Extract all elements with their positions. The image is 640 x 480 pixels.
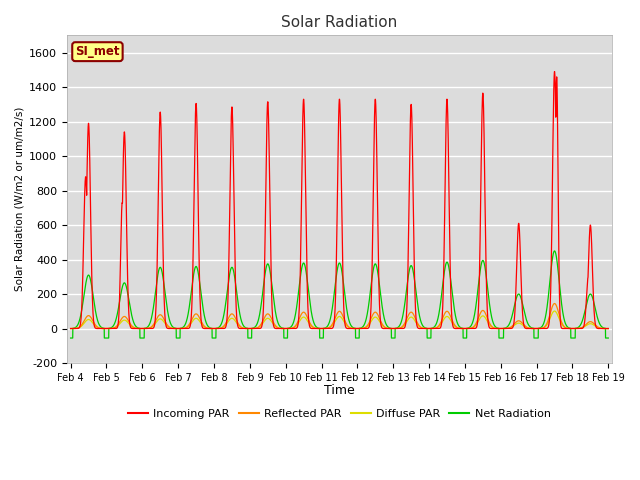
Incoming PAR xyxy=(550,69,558,74)
Reflected PAR xyxy=(67,325,74,331)
Reflected PAR xyxy=(604,325,612,331)
Net Radiation xyxy=(430,324,438,330)
Diffuse PAR xyxy=(67,325,74,331)
Net Radiation xyxy=(490,322,498,328)
Incoming PAR xyxy=(430,325,438,331)
Line: Net Radiation: Net Radiation xyxy=(70,251,608,338)
Net Radiation xyxy=(163,306,171,312)
Text: SI_met: SI_met xyxy=(75,45,120,58)
Reflected PAR xyxy=(604,325,612,331)
Diffuse PAR xyxy=(604,325,612,331)
Net Radiation xyxy=(319,335,327,341)
Net Radiation xyxy=(604,335,612,341)
Reflected PAR xyxy=(163,322,171,328)
Net Radiation xyxy=(67,335,74,341)
Reflected PAR xyxy=(460,325,468,331)
Incoming PAR xyxy=(460,325,468,331)
Incoming PAR xyxy=(67,325,74,331)
Net Radiation xyxy=(604,335,612,341)
Title: Solar Radiation: Solar Radiation xyxy=(282,15,397,30)
Incoming PAR xyxy=(490,325,498,331)
Diffuse PAR xyxy=(163,323,171,329)
Net Radiation xyxy=(550,248,558,254)
X-axis label: Time: Time xyxy=(324,384,355,397)
Line: Diffuse PAR: Diffuse PAR xyxy=(70,311,608,328)
Diffuse PAR xyxy=(490,325,498,331)
Diffuse PAR xyxy=(604,325,612,331)
Reflected PAR xyxy=(490,325,498,331)
Incoming PAR xyxy=(163,325,171,331)
Line: Incoming PAR: Incoming PAR xyxy=(70,72,608,328)
Line: Reflected PAR: Reflected PAR xyxy=(70,303,608,328)
Reflected PAR xyxy=(319,325,327,331)
Y-axis label: Solar Radiation (W/m2 or um/m2/s): Solar Radiation (W/m2 or um/m2/s) xyxy=(15,107,25,291)
Diffuse PAR xyxy=(430,325,438,331)
Reflected PAR xyxy=(430,325,438,331)
Incoming PAR xyxy=(604,325,612,331)
Legend: Incoming PAR, Reflected PAR, Diffuse PAR, Net Radiation: Incoming PAR, Reflected PAR, Diffuse PAR… xyxy=(124,404,556,423)
Incoming PAR xyxy=(604,325,612,331)
Reflected PAR xyxy=(550,300,558,306)
Incoming PAR xyxy=(319,325,327,331)
Diffuse PAR xyxy=(460,325,468,331)
Diffuse PAR xyxy=(550,308,558,314)
Diffuse PAR xyxy=(319,325,327,331)
Net Radiation xyxy=(460,335,468,341)
